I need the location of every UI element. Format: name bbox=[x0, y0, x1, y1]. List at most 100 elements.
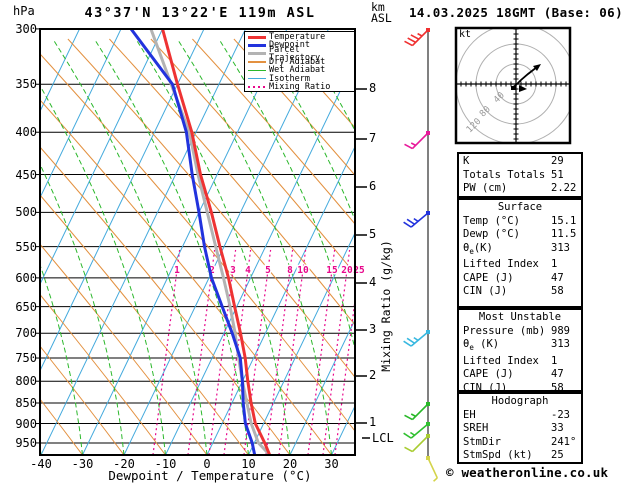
legend-line-sample bbox=[248, 85, 266, 88]
legend: Temperature Dewpoint Parcel Trajectory Dry … bbox=[244, 31, 355, 92]
pressure-axis-unit: hPa bbox=[13, 4, 35, 18]
legend-item-label: Mixing Ratio bbox=[269, 81, 331, 92]
km-tick-label: 4 bbox=[369, 275, 377, 289]
svg-text:15: 15 bbox=[326, 265, 338, 276]
km-ticks bbox=[355, 88, 370, 439]
panel-row-value: 58 bbox=[551, 285, 564, 298]
panel-row-key: θe (K) bbox=[463, 338, 500, 353]
panel-row-key: θe(K) bbox=[463, 241, 493, 256]
mixing-ratio-value-labels: 1 2 3 4 5 8 10 15 20 25 bbox=[173, 264, 367, 278]
station-title: 43°37'N 13°22'E 119m ASL bbox=[84, 5, 316, 21]
storm-motion-marker bbox=[519, 85, 527, 92]
svg-text:10: 10 bbox=[297, 265, 309, 276]
panel-row: Temp (°C) 15.1 bbox=[459, 215, 581, 229]
panel-row-key: CIN (J) bbox=[463, 285, 508, 298]
svg-text:4: 4 bbox=[245, 265, 251, 276]
panel-row-key: Temp (°C) bbox=[463, 214, 520, 227]
panel-row-key: Lifted Index bbox=[463, 258, 539, 271]
svg-text:2: 2 bbox=[209, 265, 215, 276]
hodograph-border bbox=[454, 26, 572, 145]
panel-row: CAPE (J) 47 bbox=[459, 272, 581, 286]
panel-row-value: 313 bbox=[551, 241, 570, 254]
legend-item-label: Temperature bbox=[269, 32, 326, 43]
legend-item: Dewpoint bbox=[248, 40, 354, 51]
legend-line-sample bbox=[248, 43, 266, 47]
pressure-tick-label: 350 bbox=[15, 77, 37, 92]
legend-item-label: Parcel Trajectory bbox=[269, 44, 321, 63]
panel-row-key: CAPE (J) bbox=[463, 271, 514, 284]
mixing-ratio-axis-title: Mixing Ratio (g/kg) bbox=[379, 240, 393, 372]
svg-text:20: 20 bbox=[341, 265, 353, 276]
km-tick-label: 3 bbox=[369, 322, 377, 336]
sounding-curves bbox=[129, 30, 271, 454]
panel-row-value: 25 bbox=[551, 449, 564, 461]
km-tick-label: 6 bbox=[369, 179, 377, 193]
legend-item: Dry Adiabat bbox=[248, 58, 354, 66]
pressure-tick-label: 600 bbox=[15, 270, 37, 285]
panel-row-key: StmDir bbox=[463, 435, 501, 448]
legend-item-label: Isotherm bbox=[269, 73, 310, 84]
km-asl-axis-header: km ASL bbox=[371, 0, 392, 25]
panel-row-value: 241° bbox=[551, 435, 577, 448]
panel-row-key: Lifted Index bbox=[463, 354, 539, 367]
legend-item: Mixing Ratio bbox=[248, 83, 354, 91]
panel-row-value: 989 bbox=[551, 324, 570, 337]
pressure-tick-label: 700 bbox=[15, 326, 37, 341]
panel-row: θe(K) 313 bbox=[459, 242, 581, 259]
indices-panel: Hodograph EH -23 SREH 33 StmDir 241° StmSpd (kt… bbox=[457, 392, 583, 464]
pressure-tick-label: 800 bbox=[15, 374, 37, 389]
pressure-tick-label: 550 bbox=[15, 239, 37, 254]
pressure-tick-label: 650 bbox=[15, 299, 37, 314]
panel-row-key: K bbox=[463, 155, 470, 167]
wind-barb bbox=[404, 28, 430, 47]
wind-barb bbox=[403, 330, 430, 347]
panel-row: SREH 33 bbox=[459, 422, 581, 436]
svg-text:8: 8 bbox=[287, 265, 293, 276]
panel-row-key: Pressure (mb) bbox=[463, 324, 546, 337]
panel-title: Surface bbox=[497, 201, 543, 213]
panel-row-value: -23 bbox=[551, 408, 570, 421]
pressure-tick-label: 750 bbox=[15, 351, 37, 366]
panel-title: Most Unstable bbox=[478, 311, 562, 323]
panel-row: Lifted Index 1 bbox=[459, 355, 581, 369]
panel-row-key: CAPE (J) bbox=[463, 368, 514, 381]
indices-panel: K 29 Totals Totals 51 PW (cm) 2.22 bbox=[457, 152, 583, 198]
legend-item: Temperature bbox=[248, 33, 354, 41]
pressure-tick-label: 900 bbox=[15, 416, 37, 431]
panel-row: StmDir 241° bbox=[459, 436, 581, 450]
panel-row: Pressure (mb) 989 bbox=[459, 325, 581, 339]
legend-line-sample bbox=[248, 61, 266, 63]
dewpoint-curve bbox=[129, 30, 257, 454]
temperature-tick-label: -20 bbox=[113, 457, 135, 471]
km-tick-label: 8 bbox=[369, 81, 377, 95]
km-tick-label: 1 bbox=[369, 415, 377, 429]
panel-row: EH -23 bbox=[459, 409, 581, 423]
pressure-tick-label: 500 bbox=[15, 205, 37, 220]
panel-row-value: 47 bbox=[551, 271, 564, 284]
indices-panel: Surface Temp (°C) 15.1 Dewp (°C) 11.5 θe(K) 31… bbox=[457, 198, 583, 308]
panel-row: CAPE (J) 47 bbox=[459, 368, 581, 382]
wind-barb bbox=[404, 402, 430, 421]
legend-item: Isotherm bbox=[248, 73, 354, 84]
panel-row-key: StmSpd (kt) bbox=[463, 449, 533, 461]
hodograph-trace-arrowhead bbox=[533, 64, 541, 71]
temperature-curve bbox=[161, 30, 271, 454]
legend-item-label: Dewpoint bbox=[269, 40, 310, 51]
panel-row: Lifted Index 1 bbox=[459, 258, 581, 272]
panel-row: CIN (J) 58 bbox=[459, 285, 581, 299]
skewt-background-lines bbox=[41, 30, 354, 454]
panel-row: Totals Totals 51 bbox=[459, 169, 581, 183]
pressure-tick-label: 300 bbox=[15, 21, 37, 36]
panel-row-value: 33 bbox=[551, 422, 564, 434]
temperature-tick-label: -40 bbox=[30, 457, 52, 471]
km-tick-label: 2 bbox=[369, 368, 377, 382]
x-axis-title: Dewpoint / Temperature (°C) bbox=[108, 468, 312, 483]
panel-row-value: 313 bbox=[551, 338, 570, 350]
temperature-tick-label: 10 bbox=[241, 457, 256, 471]
km-tick-label: 7 bbox=[369, 131, 377, 145]
panel-row: StmSpd (kt) 25 bbox=[459, 449, 581, 463]
legend-item: Parcel Trajectory bbox=[248, 46, 354, 62]
panel-row-value: 47 bbox=[551, 368, 564, 381]
panel-row-key: CIN (J) bbox=[463, 381, 508, 394]
